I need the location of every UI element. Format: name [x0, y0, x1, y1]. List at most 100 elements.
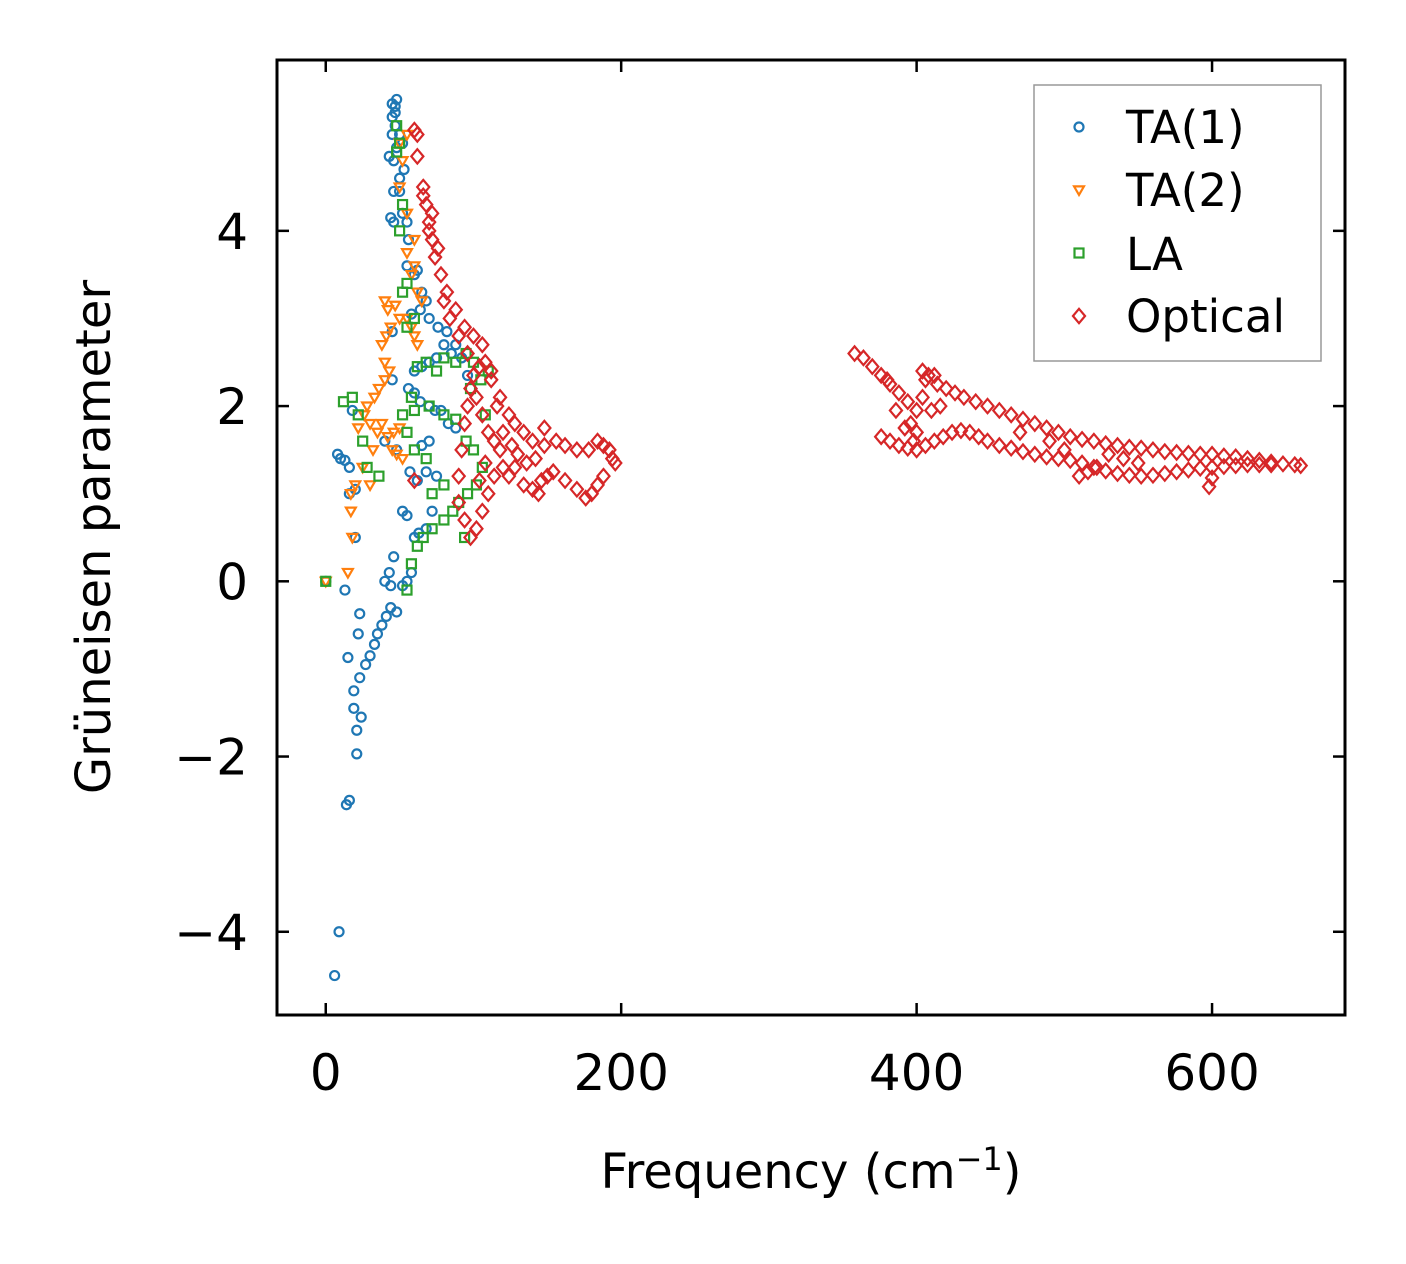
data-point	[329, 969, 341, 982]
data-point	[1130, 454, 1146, 472]
data-point	[457, 511, 473, 529]
data-point	[432, 321, 444, 333]
legend-label-ta2: TA(2)	[1125, 164, 1245, 217]
data-point	[354, 672, 366, 684]
data-point	[510, 445, 526, 464]
data-point	[460, 397, 476, 415]
data-point	[442, 309, 458, 328]
data-point	[320, 575, 332, 587]
data-point	[346, 391, 358, 403]
data-point	[441, 326, 453, 338]
data-point	[1039, 448, 1055, 466]
data-point	[385, 580, 397, 592]
data-point	[947, 384, 963, 402]
data-point	[516, 476, 532, 494]
data-point	[401, 584, 413, 596]
data-point	[368, 638, 381, 650]
data-point	[394, 172, 406, 184]
data-point	[1240, 449, 1255, 468]
data-point	[373, 470, 385, 482]
data-point	[400, 129, 414, 142]
data-point	[438, 514, 450, 526]
data-point	[364, 650, 376, 662]
data-point	[1180, 444, 1196, 463]
data-point	[1240, 455, 1255, 474]
data-point	[414, 304, 426, 316]
data-point	[1062, 427, 1078, 446]
data-point	[438, 339, 450, 351]
data-point	[451, 327, 467, 345]
data-point	[915, 388, 931, 407]
data-point	[926, 366, 942, 385]
data-point	[391, 120, 403, 132]
data-point	[357, 435, 369, 447]
data-point	[1145, 466, 1161, 485]
data-point	[405, 391, 418, 403]
data-point	[348, 685, 360, 697]
data-point	[1086, 432, 1102, 450]
data-point	[341, 567, 355, 580]
data-point	[882, 375, 898, 394]
y-tick-label: 0	[216, 553, 248, 611]
legend-marker-optical	[1071, 307, 1087, 325]
data-point	[1062, 451, 1078, 470]
data-point	[410, 340, 425, 352]
data-point	[1133, 439, 1149, 457]
data-point	[864, 357, 880, 376]
data-point	[1015, 410, 1031, 429]
data-point	[595, 436, 611, 455]
data-point	[1145, 441, 1161, 459]
data-point	[474, 502, 490, 521]
data-point	[1133, 467, 1149, 486]
data-point	[392, 182, 407, 195]
data-point	[394, 137, 406, 149]
data-point	[344, 488, 358, 501]
data-point	[377, 296, 392, 309]
data-point	[370, 427, 385, 440]
data-point	[891, 384, 907, 402]
data-point	[962, 423, 978, 442]
data-point	[382, 366, 397, 379]
data-point	[430, 365, 443, 377]
data-point	[426, 523, 438, 535]
data-point	[352, 628, 364, 640]
data-point	[1204, 458, 1220, 477]
data-point	[394, 225, 406, 237]
data-point	[530, 484, 546, 503]
data-point	[557, 471, 573, 490]
data-point	[377, 375, 392, 387]
data-point	[355, 711, 367, 723]
data-point	[348, 702, 360, 714]
data-point	[372, 383, 386, 396]
data-point	[1027, 445, 1043, 464]
data-point	[897, 419, 913, 437]
data-point	[451, 467, 467, 486]
data-point	[847, 344, 863, 363]
data-point	[1192, 445, 1208, 464]
data-point	[463, 528, 479, 547]
data-point	[430, 470, 443, 482]
data-point	[394, 185, 406, 198]
data-point	[1169, 462, 1185, 481]
data-point	[453, 496, 465, 509]
axis-ticks: 0 200 400 600 −4 −2 0 2 4	[174, 60, 1345, 1102]
data-point	[345, 532, 360, 545]
data-point	[450, 413, 462, 425]
data-point	[920, 366, 936, 385]
data-point	[400, 248, 414, 260]
data-point	[454, 441, 470, 459]
data-point	[414, 396, 426, 408]
legend-label-la: LA	[1126, 228, 1183, 281]
data-point	[533, 471, 549, 490]
data-point	[363, 418, 377, 431]
data-point	[873, 366, 889, 385]
data-point	[405, 558, 418, 570]
data-point	[406, 471, 422, 490]
data-point	[1115, 449, 1131, 468]
data-point	[468, 388, 484, 407]
data-point	[411, 361, 423, 373]
data-point	[383, 322, 398, 335]
data-point	[1192, 459, 1208, 478]
data-point	[361, 461, 373, 474]
data-point	[379, 331, 394, 344]
